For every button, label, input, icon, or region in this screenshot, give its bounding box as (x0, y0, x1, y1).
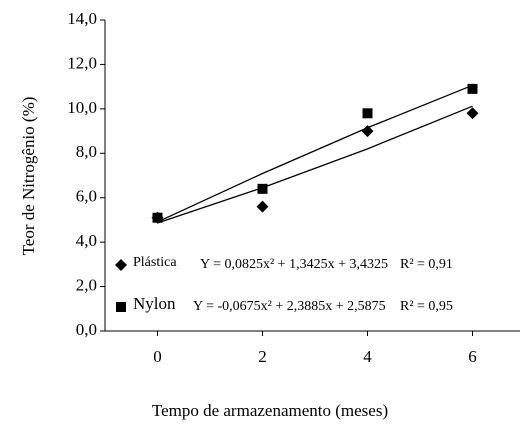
trend-line (157, 105, 473, 224)
equation: Y = -0,0675x² + 2,3885x + 2,5875 (193, 299, 386, 314)
point (467, 83, 478, 94)
point (257, 183, 268, 194)
point (256, 200, 269, 213)
point (466, 107, 479, 120)
x-axis-title: Tempo de armazenamento (meses) (152, 401, 388, 420)
y-tick-label: 4,0 (76, 231, 97, 250)
x-tick-label: 2 (258, 347, 267, 366)
y-axis-title: Teor de Nitrogênio (%) (19, 97, 38, 256)
equation: Y = 0,0825x² + 1,3425x + 3,4325 (200, 257, 388, 272)
y-tick-label: 10,0 (67, 98, 97, 117)
y-tick-label: 12,0 (67, 53, 97, 72)
legend-label: Nylon (133, 294, 176, 313)
y-tick-label: 6,0 (76, 187, 97, 206)
r-squared: R² = 0,91 (400, 257, 453, 272)
r-squared: R² = 0,95 (400, 299, 453, 314)
y-tick-label: 8,0 (76, 142, 97, 161)
point (362, 108, 373, 119)
x-tick-label: 6 (468, 347, 477, 366)
y-tick-label: 14,0 (67, 9, 97, 28)
x-tick-label: 0 (153, 347, 162, 366)
y-tick-label: 2,0 (76, 275, 97, 294)
legend-label: Plástica (133, 255, 177, 270)
point (152, 212, 163, 223)
point (361, 125, 374, 138)
legend-marker (116, 302, 126, 312)
trend-line (157, 84, 473, 223)
y-tick-label: 0,0 (76, 320, 97, 339)
x-tick-label: 4 (363, 347, 372, 366)
legend-marker (115, 259, 127, 271)
